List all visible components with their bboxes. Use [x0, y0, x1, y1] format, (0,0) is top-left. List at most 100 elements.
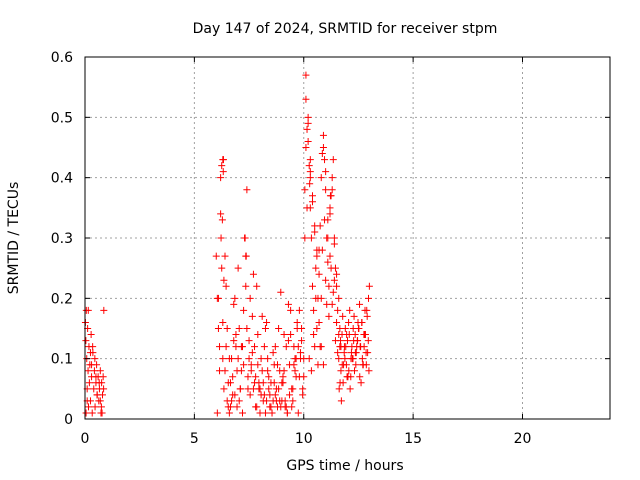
data-point — [228, 397, 236, 405]
data-point — [235, 325, 243, 332]
data-point — [247, 367, 255, 375]
data-point — [347, 355, 355, 363]
data-point — [247, 361, 255, 369]
data-point — [242, 252, 250, 260]
data-point — [97, 403, 105, 411]
x-tick-label: 10 — [295, 431, 313, 447]
data-point — [364, 349, 372, 357]
data-point — [216, 367, 224, 375]
data-point — [328, 186, 336, 194]
data-point — [245, 337, 253, 345]
data-point — [304, 113, 312, 121]
data-point — [302, 71, 310, 79]
data-point — [271, 343, 279, 351]
data-point — [321, 156, 329, 164]
data-point — [216, 343, 224, 351]
data-point — [303, 125, 311, 133]
data-point — [341, 355, 349, 363]
data-point — [335, 385, 343, 393]
data-point — [327, 264, 335, 272]
data-point — [301, 234, 309, 242]
data-point — [364, 337, 372, 345]
data-point — [330, 240, 338, 248]
data-point — [306, 168, 314, 176]
data-point — [241, 234, 249, 242]
data-point — [340, 343, 348, 351]
data-point — [246, 294, 254, 302]
data-point — [295, 306, 303, 314]
data-point — [312, 294, 320, 302]
data-point — [357, 379, 365, 387]
x-tick-label: 20 — [514, 431, 532, 447]
data-point — [284, 337, 292, 345]
y-tick-label: 0.1 — [51, 352, 73, 368]
data-point — [289, 385, 297, 393]
data-point — [298, 337, 306, 345]
data-point — [292, 373, 300, 381]
data-point — [338, 361, 346, 369]
data-point — [231, 391, 239, 399]
data-point — [219, 355, 227, 363]
data-point — [339, 312, 347, 320]
data-point — [265, 373, 273, 381]
data-point — [91, 403, 99, 411]
data-point — [354, 337, 362, 345]
data-point — [254, 361, 262, 369]
data-point — [266, 391, 274, 399]
data-point — [333, 318, 341, 326]
data-point — [307, 234, 315, 242]
data-point — [95, 379, 103, 387]
data-point — [315, 270, 323, 278]
data-point — [306, 180, 314, 188]
data-point — [233, 403, 241, 411]
data-point — [324, 258, 332, 266]
data-point — [260, 343, 268, 351]
data-point — [309, 198, 316, 206]
data-point — [243, 186, 251, 194]
data-point — [343, 373, 351, 381]
data-point — [301, 186, 309, 194]
data-point — [278, 379, 286, 387]
data-point — [82, 337, 90, 345]
data-point — [264, 355, 272, 363]
data-point — [329, 156, 337, 164]
data-point — [237, 343, 245, 351]
data-point — [96, 367, 104, 375]
data-point — [234, 355, 242, 363]
data-point — [337, 337, 344, 345]
data-point — [277, 403, 285, 411]
data-point — [343, 331, 351, 339]
data-point — [212, 252, 220, 260]
data-point — [234, 264, 242, 272]
data-point — [346, 306, 354, 314]
data-point — [96, 397, 104, 405]
data-point — [217, 210, 225, 218]
data-point — [229, 373, 237, 381]
data-point — [233, 367, 241, 375]
data-point — [318, 246, 326, 254]
data-point — [267, 403, 275, 411]
data-point — [322, 276, 330, 284]
data-point — [87, 331, 95, 339]
data-point — [100, 306, 108, 314]
y-tick-label: 0.3 — [51, 231, 73, 247]
x-tick-label: 15 — [404, 431, 422, 447]
data-point — [335, 355, 343, 363]
data-point — [225, 355, 233, 363]
data-point — [251, 379, 259, 387]
x-tick-label: 5 — [190, 431, 199, 447]
axis-ticks: 0 5 10 15 20 0 0.1 0.2 0.3 0.4 0.5 0.6 — [51, 50, 610, 447]
data-point — [356, 300, 364, 308]
data-point — [240, 306, 248, 314]
data-point — [317, 174, 325, 182]
data-point — [335, 294, 343, 302]
data-point — [333, 282, 341, 290]
data-point — [269, 349, 277, 357]
data-point — [252, 373, 260, 381]
data-point — [225, 409, 233, 417]
data-point — [222, 343, 230, 351]
data-point — [296, 349, 304, 357]
data-point — [322, 186, 330, 194]
data-point — [93, 391, 101, 399]
data-point — [265, 385, 273, 393]
